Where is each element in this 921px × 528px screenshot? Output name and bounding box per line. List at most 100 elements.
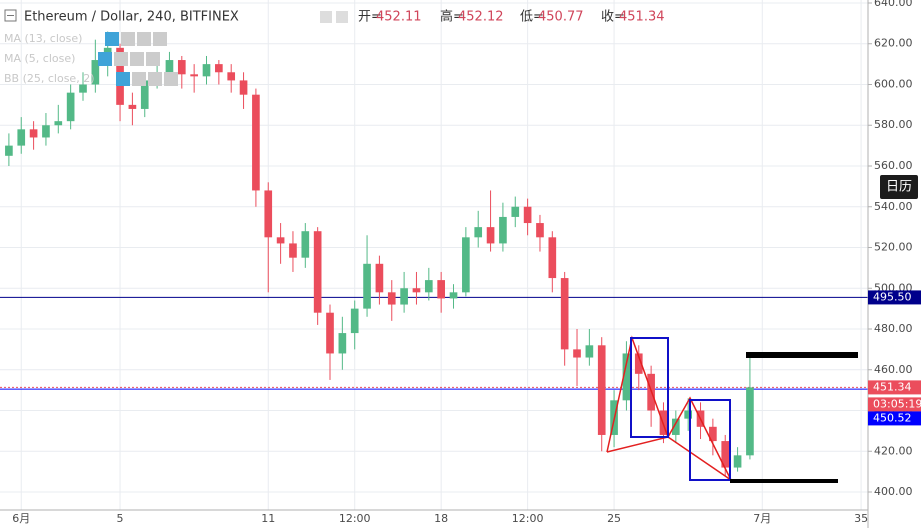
candle-body: [363, 263, 371, 309]
price-label: 495.50: [873, 290, 912, 303]
price-label-box: [868, 380, 921, 395]
candle-body: [387, 292, 396, 305]
settings-icon[interactable]: [114, 52, 128, 66]
collapse-icon[interactable]: [4, 9, 17, 22]
candle-body: [29, 129, 38, 138]
level-bar: [730, 479, 838, 483]
x-tick-label: 12:00: [339, 512, 371, 525]
y-tick-label: 400.00: [874, 485, 913, 498]
candle-body: [597, 345, 606, 435]
close-icon[interactable]: [164, 72, 178, 86]
indicator-icons: [98, 32, 178, 86]
candle-body: [671, 418, 680, 435]
candle-body: [400, 288, 408, 305]
x-tick-label: 35: [854, 512, 868, 525]
candle-body: [511, 206, 520, 217]
x-tick-label: 18: [434, 512, 448, 525]
x-tick-label: 12:00: [512, 512, 544, 525]
candle-body: [140, 80, 149, 109]
candle-body: [42, 125, 50, 138]
price-label: 450.52: [873, 411, 912, 424]
ohlc-label: 高=: [440, 9, 464, 25]
candle-body: [190, 74, 198, 77]
add-icon[interactable]: [130, 52, 144, 66]
y-tick-label: 480.00: [874, 322, 913, 335]
candle-body: [79, 84, 87, 93]
x-tick-label: 25: [607, 512, 621, 525]
candle-body: [560, 278, 569, 350]
candle-body: [66, 92, 75, 122]
candle-body: [721, 441, 730, 468]
candle-body: [412, 288, 421, 293]
pattern-line: [667, 396, 733, 483]
candle-body: [684, 410, 693, 419]
candle-body: [437, 280, 445, 299]
ohlc-value: 450.77: [538, 10, 584, 25]
candle-body: [227, 72, 236, 81]
candle-body: [313, 231, 322, 313]
y-tick-label: 420.00: [874, 444, 913, 457]
box: [689, 399, 731, 481]
settings-icon[interactable]: [132, 72, 146, 86]
price-label-box: [868, 411, 921, 426]
candle-body: [523, 206, 532, 224]
candle-body: [91, 60, 100, 85]
add-icon[interactable]: [148, 72, 162, 86]
calendar-button-label: 日历: [886, 180, 912, 195]
candle-body: [326, 312, 334, 354]
x-tick-label: 5: [117, 512, 124, 525]
candle-body: [375, 263, 384, 293]
candle-body: [276, 237, 285, 244]
eye-icon[interactable]: [98, 52, 112, 66]
candle-body: [622, 353, 631, 401]
candle-body: [424, 280, 433, 293]
candle-body: [177, 60, 186, 75]
candle-body: [499, 216, 507, 244]
ohlc-label: 开=: [358, 10, 382, 25]
settings-icon[interactable]: [121, 32, 135, 46]
symbol-title: Ethereum / Dollar, 240, BITFINEX: [24, 10, 239, 25]
eye-icon[interactable]: [116, 72, 130, 86]
ohlc-label: 低=: [520, 10, 544, 25]
ohlc-value: 452.12: [458, 10, 504, 25]
box: [630, 337, 669, 438]
drawings: [606, 335, 858, 483]
pattern-line: [606, 335, 669, 453]
indicator-label: MA (13, close): [4, 32, 82, 45]
price-label: 451.34: [873, 380, 912, 393]
y-tick-label: 520.00: [874, 241, 913, 254]
y-tick-label: 600.00: [874, 77, 913, 90]
close-icon[interactable]: [153, 32, 167, 46]
candle-body: [202, 64, 211, 77]
settings-icon[interactable]: [336, 11, 348, 23]
header: Ethereum / Dollar, 240, BITFINEX 开= 452.…: [4, 9, 665, 86]
candle-body: [264, 190, 273, 238]
ohlc-label: 收=: [601, 10, 625, 25]
settings-icon[interactable]: [320, 11, 332, 23]
candle-body: [746, 387, 754, 456]
candle-body: [548, 237, 557, 279]
candle-body: [350, 308, 359, 334]
x-tick-label: 11: [261, 512, 275, 525]
candle-body: [634, 353, 643, 374]
eye-icon[interactable]: [105, 32, 119, 46]
price-label-box: [868, 290, 921, 305]
y-tick-label: 560.00: [874, 159, 913, 172]
candle-body: [449, 292, 458, 299]
y-tick-label: 580.00: [874, 118, 913, 131]
candle-body: [239, 80, 248, 95]
x-tick-label: 7月: [753, 512, 771, 525]
candle-body: [128, 104, 137, 109]
close-icon[interactable]: [146, 52, 160, 66]
calendar-button[interactable]: [880, 175, 918, 199]
ohlc-value: 451.34: [619, 10, 665, 25]
candle-body: [5, 145, 13, 156]
candle-body: [733, 455, 742, 468]
countdown-box: [868, 397, 921, 412]
y-tick-label: 640.00: [874, 0, 913, 9]
candle-body: [709, 426, 717, 442]
add-icon[interactable]: [137, 32, 151, 46]
countdown: 03:05:19: [873, 397, 921, 410]
